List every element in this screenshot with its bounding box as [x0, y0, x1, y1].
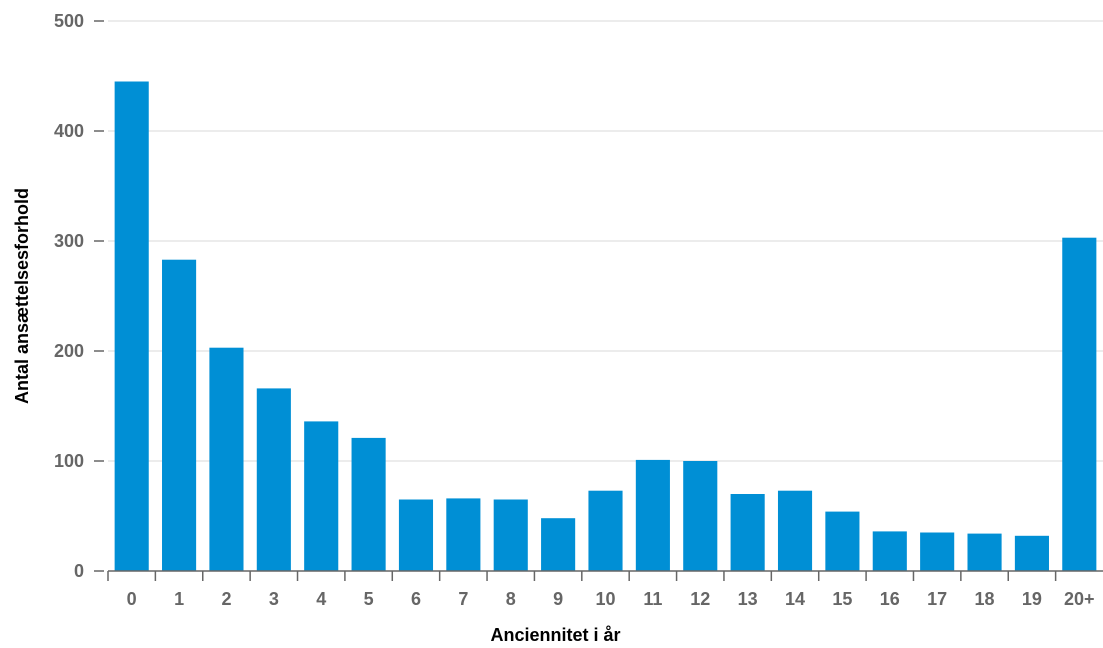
x-axis-title: Anciennitet i år — [490, 625, 620, 645]
bar-0 — [114, 81, 149, 571]
bar-9 — [541, 518, 576, 571]
bar-2 — [209, 347, 244, 571]
bar-17 — [920, 532, 955, 571]
x-tick-label: 17 — [927, 589, 947, 609]
x-tick-label: 18 — [975, 589, 995, 609]
y-tick-label: 500 — [54, 11, 84, 31]
axes — [94, 20, 1103, 581]
bar-10 — [588, 490, 623, 571]
bar-1 — [162, 259, 197, 571]
y-tick-label: 200 — [54, 341, 84, 361]
x-tick-label: 11 — [643, 589, 662, 609]
y-tick-label: 300 — [54, 231, 84, 251]
x-tick-label: 20+ — [1064, 589, 1095, 609]
bar-3 — [256, 388, 291, 571]
bars — [114, 81, 1097, 571]
x-tick-label: 19 — [1022, 589, 1042, 609]
bar-6 — [398, 499, 434, 571]
y-tick-labels: 0 100 200 300 400 500 — [54, 11, 84, 581]
bar-8 — [493, 499, 528, 571]
x-tick-labels: 0 1 2 3 4 5 6 7 8 9 10 11 12 13 14 15 16 17 18 19 20+ — [127, 589, 1095, 609]
bar-4 — [304, 421, 339, 571]
bar-7 — [446, 498, 481, 571]
x-tick-label: 7 — [458, 589, 468, 609]
x-tick-label: 2 — [221, 589, 231, 609]
bar-19 — [1014, 535, 1049, 571]
bar-14 — [777, 490, 813, 571]
gridlines — [108, 20, 1103, 462]
x-tick-label: 15 — [832, 589, 852, 609]
x-tick-label: 14 — [785, 589, 805, 609]
bar-18 — [967, 533, 1002, 571]
y-tick-label: 100 — [54, 451, 84, 471]
bar-16 — [872, 531, 907, 571]
y-tick-label: 400 — [54, 121, 84, 141]
bar-5 — [351, 437, 386, 571]
bar-20+ — [1062, 237, 1097, 571]
bar-12 — [683, 461, 718, 571]
x-tick-label: 6 — [411, 589, 421, 609]
x-tick-label: 9 — [553, 589, 563, 609]
bar-11 — [635, 459, 670, 571]
x-tick-label: 1 — [174, 589, 184, 609]
x-tick-label: 3 — [269, 589, 279, 609]
x-tick-label: 5 — [364, 589, 374, 609]
y-axis-title: Antal ansættelsesforhold — [12, 188, 32, 404]
x-tick-label: 8 — [506, 589, 516, 609]
x-tick-label: 4 — [316, 589, 326, 609]
x-tick-label: 16 — [880, 589, 900, 609]
bar-13 — [730, 494, 765, 571]
bar-15 — [825, 511, 860, 571]
x-tick-label: 13 — [738, 589, 758, 609]
y-tick-label: 0 — [74, 561, 84, 581]
x-tick-label: 10 — [595, 589, 615, 609]
x-tick-label: 0 — [127, 589, 137, 609]
x-tick-label: 12 — [690, 589, 710, 609]
